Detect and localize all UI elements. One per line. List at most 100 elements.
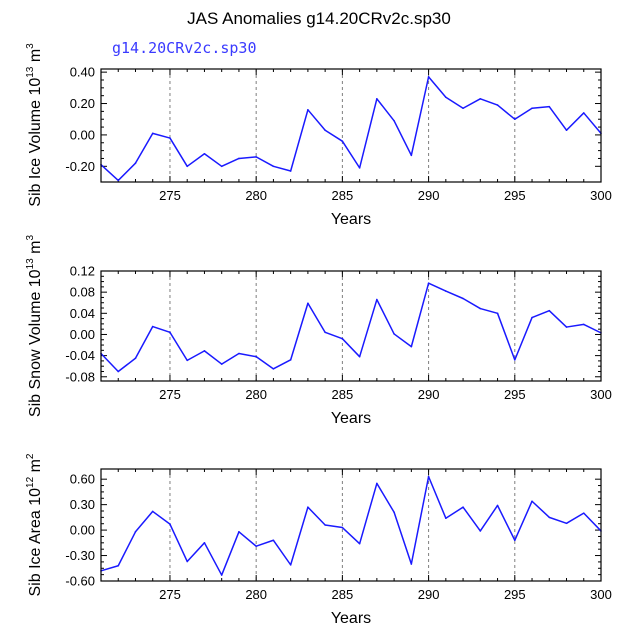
y-tick-label: 0.40 (70, 65, 95, 80)
data-point (462, 297, 464, 300)
data-point (376, 482, 378, 485)
plot-frame (100, 270, 602, 382)
data-point (307, 506, 309, 508)
x-tick-label: 280 (245, 387, 267, 402)
data-point (427, 475, 430, 478)
x-tick-label: 275 (159, 387, 181, 402)
data-point (324, 524, 326, 526)
x-axis-title: Years (331, 211, 371, 228)
data-point (151, 325, 154, 328)
data-point (341, 337, 344, 340)
data-point (496, 504, 499, 507)
data-point (341, 526, 344, 529)
data-line (100, 475, 602, 576)
data-point (151, 510, 154, 513)
data-point (565, 129, 568, 132)
data-point (462, 107, 464, 110)
x-tick-label: 285 (332, 387, 354, 402)
y-axis-title: Sib Ice Area 1012 m2 (25, 453, 44, 596)
data-point (220, 165, 223, 168)
y-tick-label: -0.04 (65, 348, 95, 363)
y-tick-label: -0.20 (65, 159, 95, 174)
data-point (462, 506, 464, 508)
data-point (410, 345, 413, 348)
x-tick-label: 275 (159, 587, 181, 602)
x-tick-label: 300 (590, 387, 612, 402)
data-point (151, 132, 154, 135)
data-point (220, 363, 223, 365)
chart-panel-2: 275 280 285 290 295 300 -0.08 -0.04 0.00 0.04 0.08… (25, 235, 612, 428)
y-tick-label: 0.12 (70, 264, 95, 279)
y-axis-title: Sib Ice Volume 1013 m3 (25, 43, 44, 207)
data-point (255, 156, 257, 158)
data-point (134, 162, 137, 164)
data-point (186, 359, 189, 362)
x-tick-label: 295 (504, 587, 526, 602)
figure-subtitle: g14.20CRv2c.sp30 (112, 39, 257, 57)
data-point (203, 350, 206, 352)
data-point (410, 154, 413, 157)
plot-frame (100, 468, 602, 582)
data-point (582, 323, 585, 326)
x-tick-label: 285 (332, 587, 354, 602)
x-tick-label: 290 (418, 188, 440, 203)
data-point (496, 312, 499, 315)
panels: 275 280 285 290 295 300 -0.20 0.00 0.20 0.40 Years… (25, 43, 612, 627)
data-point (307, 109, 309, 111)
data-point (496, 104, 499, 106)
data-point (531, 500, 533, 503)
y-tick-label: 0.00 (70, 127, 95, 142)
data-point (307, 302, 309, 305)
y-tick-label: -0.60 (65, 574, 95, 589)
data-point (289, 170, 292, 172)
data-point (289, 359, 292, 361)
y-tick-label: -0.08 (65, 369, 95, 384)
y-tick-label: 0.00 (70, 327, 95, 342)
data-point (272, 368, 275, 370)
y-tick-label: 0.60 (70, 472, 95, 487)
data-point (358, 542, 361, 545)
data-point (565, 326, 568, 328)
data-point (117, 179, 120, 182)
data-point (393, 119, 395, 122)
data-point (582, 512, 585, 514)
data-point (531, 107, 533, 110)
data-point (186, 165, 189, 168)
data-point (203, 542, 206, 544)
data-point (324, 331, 326, 334)
data-point (445, 96, 447, 99)
y-tick-label: -0.30 (65, 548, 95, 563)
data-point (358, 167, 361, 169)
data-point (358, 355, 361, 358)
x-tick-label: 275 (159, 188, 181, 203)
x-axis-title: Years (331, 610, 371, 627)
plot-frame (100, 68, 602, 183)
data-line (100, 76, 602, 182)
data-point (238, 530, 240, 533)
x-tick-label: 300 (590, 587, 612, 602)
data-point (393, 511, 395, 514)
x-tick-label: 280 (245, 188, 267, 203)
data-point (238, 157, 240, 160)
data-point (445, 290, 447, 292)
data-line (100, 282, 602, 373)
x-tick-label: 290 (418, 387, 440, 402)
y-tick-label: 0.04 (70, 306, 95, 321)
data-point (376, 298, 378, 301)
data-point (238, 352, 240, 355)
y-axis-title: Sib Snow Volume 1013 m3 (25, 235, 44, 418)
data-point (169, 523, 171, 525)
data-point (479, 530, 482, 532)
data-point (548, 516, 551, 519)
x-tick-label: 295 (504, 387, 526, 402)
figure-title: JAS Anomalies g14.20CRv2c.sp30 (187, 9, 451, 28)
y-tick-label: 0.08 (70, 285, 95, 300)
y-tick-label: 0.20 (70, 96, 95, 111)
data-point (134, 357, 137, 360)
data-point (410, 563, 413, 565)
data-point (582, 112, 585, 114)
data-point (134, 530, 137, 533)
chart-panel-1: 275 280 285 290 295 300 -0.20 0.00 0.20 0.40 Years… (25, 43, 612, 228)
data-point (324, 129, 326, 132)
